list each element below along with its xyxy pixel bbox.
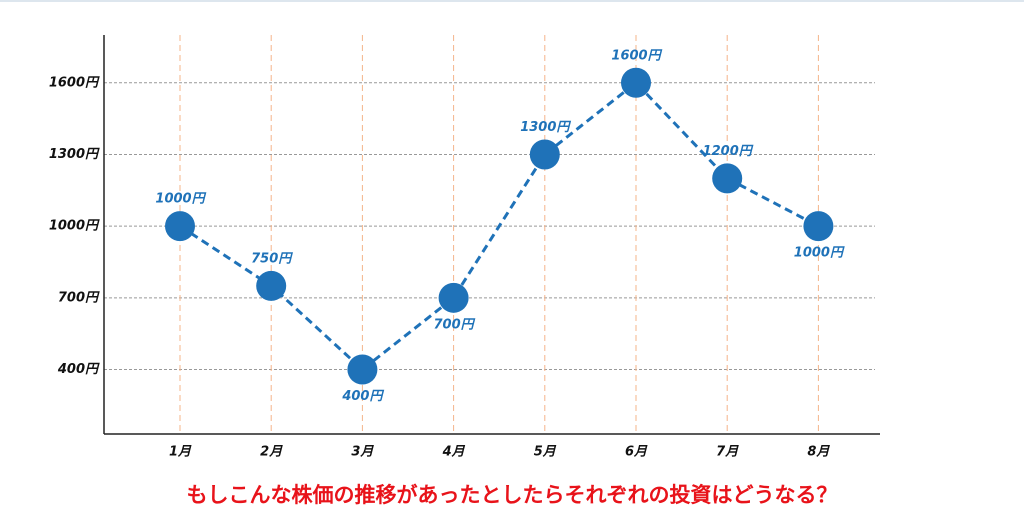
point [256,270,287,301]
y-tick-label: 1300円 [49,147,100,162]
point [347,354,378,385]
y-tick-label: 700円 [58,290,100,305]
x-tick-label: 7月 [716,445,739,460]
data-label: 1200円 [703,144,754,159]
caption: もしこんな株価の推移があったとしたらそれぞれの投資はどうなる？ [187,483,838,507]
data-label: 1600円 [611,48,662,63]
point [621,67,651,98]
x-tick-label: 8月 [807,445,830,460]
x-tick-label: 5月 [534,445,557,460]
y-tick-label: 1600円 [49,75,100,90]
data-label: 400円 [341,389,384,404]
point [529,139,560,170]
x-tick-label: 4月 [442,445,466,460]
x-tick-label: 3月 [351,445,374,460]
line [179,80,820,372]
data-label: 1000円 [155,192,206,207]
data-label: 700円 [434,317,476,332]
point [438,282,469,313]
data-label: 1000円 [794,246,845,261]
data-label: 1300円 [520,120,571,135]
y-tick-label: 1000円 [49,219,100,234]
y-tick-label: 400円 [57,362,100,377]
point [803,211,834,242]
data-label: 750円 [251,251,293,266]
x-tick-label: 1月 [169,445,192,460]
x-tick-label: 6月 [625,445,648,460]
point [165,211,195,242]
point [712,163,743,194]
x-tick-label: 2月 [260,445,283,460]
